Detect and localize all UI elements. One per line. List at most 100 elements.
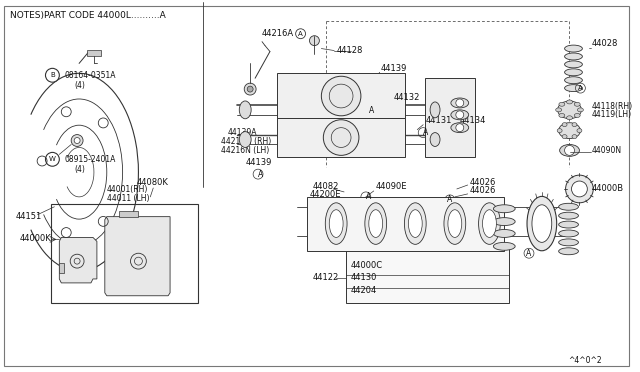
Text: 44028: 44028 <box>591 39 618 48</box>
Bar <box>307 197 504 251</box>
Text: 44139: 44139 <box>381 64 407 73</box>
Ellipse shape <box>532 205 552 243</box>
Ellipse shape <box>559 102 565 106</box>
Ellipse shape <box>239 132 251 147</box>
Ellipse shape <box>559 230 579 237</box>
Ellipse shape <box>564 77 582 84</box>
Text: 44128: 44128 <box>336 46 362 55</box>
Text: 44090N: 44090N <box>591 146 621 155</box>
Ellipse shape <box>559 144 579 156</box>
Text: ^4^0^2: ^4^0^2 <box>568 356 602 365</box>
Text: 44132: 44132 <box>394 93 420 103</box>
Text: A: A <box>447 195 452 204</box>
Text: 44082: 44082 <box>312 183 339 192</box>
Circle shape <box>244 83 256 95</box>
Ellipse shape <box>572 123 577 126</box>
Circle shape <box>572 181 588 197</box>
Ellipse shape <box>556 108 562 112</box>
Text: 08164-0351A: 08164-0351A <box>64 71 116 80</box>
Ellipse shape <box>559 221 579 228</box>
Ellipse shape <box>559 239 579 246</box>
Ellipse shape <box>239 101 251 119</box>
Ellipse shape <box>430 102 440 118</box>
Text: 44001(RH): 44001(RH) <box>107 186 148 195</box>
Text: 44122: 44122 <box>312 273 339 282</box>
Ellipse shape <box>493 243 515 250</box>
Text: NOTES)PART CODE 44000L..........A: NOTES)PART CODE 44000L..........A <box>10 12 166 20</box>
Text: 44139A: 44139A <box>227 128 257 137</box>
Ellipse shape <box>493 230 515 237</box>
Text: A: A <box>369 106 374 115</box>
Ellipse shape <box>562 135 567 139</box>
Ellipse shape <box>564 45 582 52</box>
Text: A: A <box>298 31 303 37</box>
Ellipse shape <box>574 102 580 106</box>
Ellipse shape <box>325 203 347 244</box>
Ellipse shape <box>365 203 387 244</box>
Circle shape <box>456 99 464 107</box>
Text: 44026: 44026 <box>470 186 496 195</box>
Ellipse shape <box>557 129 562 132</box>
Bar <box>277 73 405 118</box>
Ellipse shape <box>329 210 343 237</box>
Circle shape <box>74 138 80 144</box>
Circle shape <box>321 76 361 116</box>
Circle shape <box>310 36 319 46</box>
Text: 44216A: 44216A <box>262 29 294 38</box>
Bar <box>118 211 138 217</box>
Circle shape <box>247 86 253 92</box>
Circle shape <box>45 153 60 166</box>
Ellipse shape <box>451 98 468 108</box>
Ellipse shape <box>404 203 426 244</box>
Ellipse shape <box>559 248 579 255</box>
Text: 44204: 44204 <box>351 286 377 295</box>
Text: 44118(RH): 44118(RH) <box>591 102 632 111</box>
Text: A: A <box>423 128 428 137</box>
Text: 08915-2401A: 08915-2401A <box>64 155 116 164</box>
Text: (4): (4) <box>74 81 85 90</box>
Polygon shape <box>60 237 97 283</box>
Circle shape <box>456 124 464 132</box>
Ellipse shape <box>566 116 573 120</box>
Ellipse shape <box>493 205 515 213</box>
Text: A: A <box>487 204 492 213</box>
Text: B: B <box>50 72 55 78</box>
Text: 44011 (LH): 44011 (LH) <box>107 194 149 203</box>
Text: 44130: 44130 <box>351 273 378 282</box>
Text: (4): (4) <box>74 165 85 174</box>
Text: 44119(LH): 44119(LH) <box>591 110 632 119</box>
Ellipse shape <box>557 101 581 119</box>
Text: 44216M (RH): 44216M (RH) <box>221 137 272 146</box>
Ellipse shape <box>451 123 468 132</box>
Ellipse shape <box>574 113 580 118</box>
Circle shape <box>456 111 464 119</box>
Text: 44000B: 44000B <box>591 185 623 193</box>
Polygon shape <box>105 217 170 296</box>
Bar <box>51 204 198 303</box>
Ellipse shape <box>566 175 593 203</box>
Circle shape <box>564 145 575 155</box>
Ellipse shape <box>448 210 461 237</box>
Ellipse shape <box>564 53 582 60</box>
Text: 44139: 44139 <box>245 158 271 167</box>
Text: A: A <box>366 192 371 201</box>
Ellipse shape <box>444 203 466 244</box>
Text: A: A <box>258 170 263 179</box>
Ellipse shape <box>559 212 579 219</box>
Text: 44026: 44026 <box>470 177 496 186</box>
Text: A: A <box>526 249 532 258</box>
Text: 44131: 44131 <box>425 116 452 125</box>
Circle shape <box>71 135 83 147</box>
Ellipse shape <box>577 129 582 132</box>
Ellipse shape <box>564 85 582 92</box>
Ellipse shape <box>564 61 582 68</box>
Text: 44000K: 44000K <box>20 234 52 243</box>
Text: 44080K: 44080K <box>136 177 168 186</box>
Bar <box>346 248 509 303</box>
Bar <box>87 49 101 57</box>
Ellipse shape <box>451 110 468 120</box>
Ellipse shape <box>369 210 383 237</box>
Ellipse shape <box>566 100 573 104</box>
Ellipse shape <box>493 218 515 225</box>
Circle shape <box>323 120 359 155</box>
